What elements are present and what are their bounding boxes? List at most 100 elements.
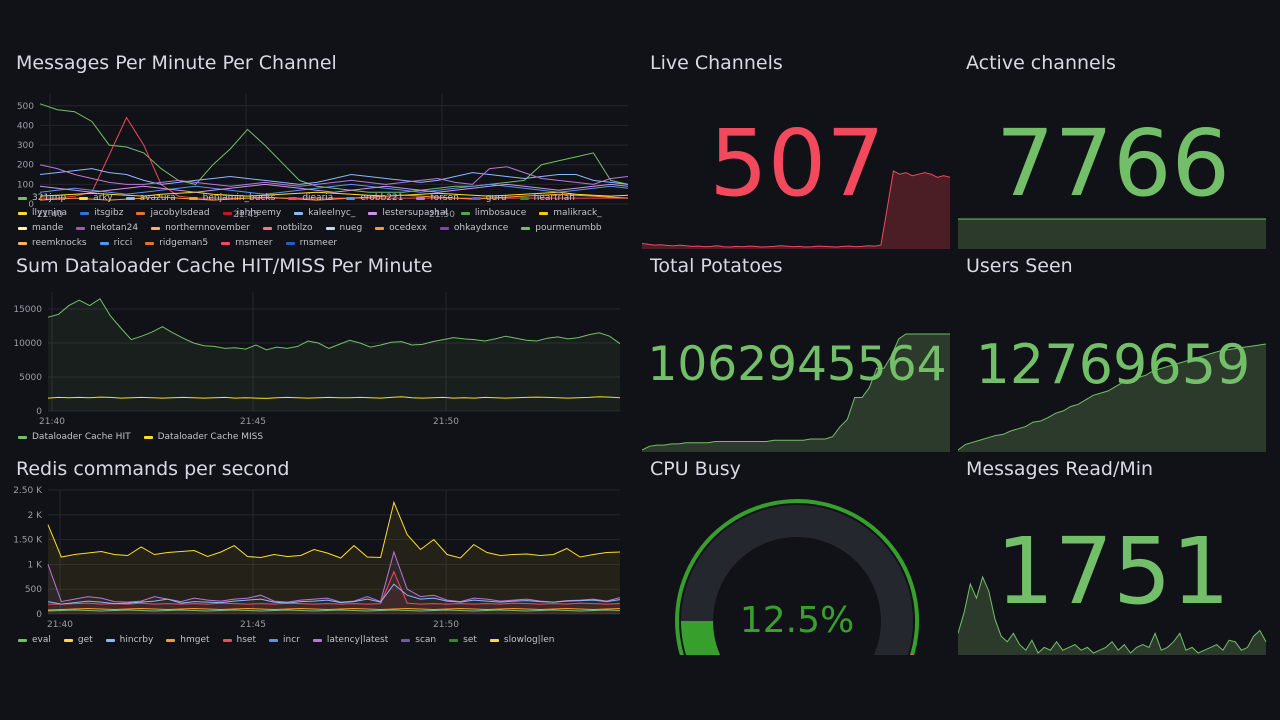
legend-label: hincrby — [119, 635, 154, 645]
legend-item[interactable]: arky — [79, 193, 113, 203]
series-line — [39, 103, 629, 193]
legend-label: limbosauce — [474, 208, 527, 218]
panel-title[interactable]: Sum Dataloader Cache HIT/MISS Per Minute — [16, 255, 433, 277]
active-channels-value: 7766 — [995, 110, 1231, 217]
total-potatoes-value: 1062945564 — [647, 337, 947, 392]
legend-item[interactable]: mande — [18, 223, 63, 233]
legend-item[interactable]: ohkaydxnce — [439, 223, 508, 233]
redis-panel: Redis commands per second 0 500 1 K 1.50 K 2… — [8, 458, 633, 653]
total-potatoes-sparkline — [642, 333, 950, 452]
panel-title[interactable]: Users Seen — [966, 255, 1073, 277]
legend-item-cache-hit[interactable]: Dataloader Cache HIT — [18, 432, 131, 442]
legend-item[interactable]: llyynina — [18, 208, 67, 218]
legend-item[interactable]: hincrby — [105, 635, 154, 645]
legend-swatch — [76, 226, 86, 230]
legend-item[interactable]: limbosauce — [460, 208, 527, 218]
legend-item[interactable]: eval — [18, 635, 51, 645]
legend-item[interactable]: northernnovember — [151, 223, 250, 233]
legend-item[interactable]: slowlog|len — [489, 635, 554, 645]
legend-item[interactable]: ridgeman5 — [145, 238, 208, 247]
legend-label: set — [463, 635, 477, 645]
users-seen-value: 12769659 — [975, 333, 1251, 396]
legend-item[interactable]: 321jmp — [18, 193, 66, 203]
series-line — [47, 583, 621, 605]
legend-item[interactable]: ricci — [99, 238, 132, 247]
legend-item[interactable]: latency|latest — [312, 635, 388, 645]
legend-item[interactable]: reemknocks — [18, 238, 87, 247]
legend-item[interactable]: rnsmeer — [221, 238, 273, 247]
y-tick-label: 0 — [36, 610, 42, 620]
legend-label: arky — [93, 193, 113, 203]
sparkline-area — [642, 334, 950, 452]
panel-title[interactable]: Redis commands per second — [16, 458, 290, 480]
sparkline-line — [958, 575, 1267, 654]
legend-swatch — [375, 226, 385, 230]
legend-item[interactable]: kaleelnyc_ — [294, 208, 355, 218]
legend-item-cache-miss[interactable]: Dataloader Cache MISS — [143, 432, 263, 442]
legend-swatch — [18, 226, 27, 230]
legend-item[interactable]: pourmenumbb — [521, 223, 602, 233]
legend-item[interactable]: nueg — [325, 223, 362, 233]
legend-item[interactable]: jacobylsdead — [136, 208, 210, 218]
series-line — [47, 298, 621, 351]
legend-label: eval — [32, 635, 51, 645]
legend-label: guru — [485, 193, 507, 203]
legend-swatch — [312, 638, 322, 642]
redis-chart[interactable]: 0 500 1 K 1.50 K 2 K 2.50 K 21:40 21:45 21:50 — [8, 486, 633, 636]
dataloader-legend: Dataloader Cache HIT Dataloader Cache MI… — [18, 432, 263, 442]
legend-item[interactable]: scan — [401, 635, 436, 645]
legend-item[interactable]: get — [63, 635, 93, 645]
legend-item[interactable]: ocedexx — [375, 223, 427, 233]
legend-item[interactable]: hmget — [166, 635, 210, 645]
legend-item[interactable]: heartriah — [519, 193, 575, 203]
legend-label: 321jmp — [32, 193, 67, 203]
legend-item[interactable]: diearia — [288, 193, 333, 203]
series-line — [47, 607, 621, 611]
panel-title[interactable]: CPU Busy — [650, 458, 741, 480]
legend-label: hmget — [180, 635, 210, 645]
legend-label: benjamin_bucks — [202, 193, 276, 203]
legend-item[interactable]: set — [449, 635, 477, 645]
messages-per-minute-panel: Messages Per Minute Per Channel 0 100 200 3… — [8, 52, 633, 247]
legend-swatch — [489, 638, 499, 642]
legend-label: rnsmeer — [299, 238, 338, 247]
dataloader-chart[interactable]: 0 5000 10000 15000 21:40 21:45 21:50 — [8, 287, 633, 437]
legend-item[interactable]: itsgibz — [80, 208, 123, 218]
legend-item[interactable]: jahheemy — [222, 208, 281, 218]
legend-item[interactable]: guru — [471, 193, 507, 203]
legend-item[interactable]: hset — [222, 635, 256, 645]
panel-title[interactable]: Active channels — [966, 52, 1116, 74]
panel-title[interactable]: Messages Per Minute Per Channel — [16, 52, 337, 74]
legend-swatch — [79, 196, 89, 200]
panel-title[interactable]: Total Potatoes — [650, 255, 783, 277]
legend-item[interactable]: lestersupashal — [368, 208, 448, 218]
redis-legend: eval get hincrby hmget hset incr latency|lates… — [18, 635, 628, 645]
y-tick-label: 15000 — [13, 305, 42, 315]
series-line — [47, 396, 621, 399]
legend-swatch — [63, 638, 73, 642]
legend-swatch — [346, 196, 356, 200]
legend-item[interactable]: forsen — [416, 193, 459, 203]
legend-item[interactable]: malikrack_ — [539, 208, 602, 218]
panel-title[interactable]: Messages Read/Min — [966, 458, 1154, 480]
legend-swatch — [401, 638, 411, 642]
legend-label: kaleelnyc_ — [308, 208, 356, 218]
legend-item[interactable]: erobb221 — [346, 193, 403, 203]
panel-title[interactable]: Live Channels — [650, 52, 783, 74]
legend-item[interactable]: incr — [269, 635, 300, 645]
users-seen-panel: Users Seen 12769659 — [958, 255, 1268, 452]
messages-per-minute-chart[interactable]: 0 100 200 300 400 500 21:40 21:45 21:50 — [8, 86, 633, 226]
legend-label: itsgibz — [94, 208, 124, 218]
y-tick-label: 400 — [17, 121, 34, 131]
legend-swatch — [222, 638, 232, 642]
legend-label: lestersupashal — [382, 208, 448, 218]
legend-item[interactable]: rnsmeer — [285, 238, 338, 247]
legend-swatch — [288, 196, 298, 200]
legend-item[interactable]: avazura — [125, 193, 176, 203]
legend-item[interactable]: nekotan24 — [76, 223, 138, 233]
cpu-busy-panel: CPU Busy 12.5% — [642, 458, 952, 655]
legend-item[interactable]: notbilzo — [262, 223, 313, 233]
series-line — [48, 570, 621, 605]
legend-item[interactable]: benjamin_bucks — [188, 193, 276, 203]
sparkline-area — [958, 577, 1266, 655]
